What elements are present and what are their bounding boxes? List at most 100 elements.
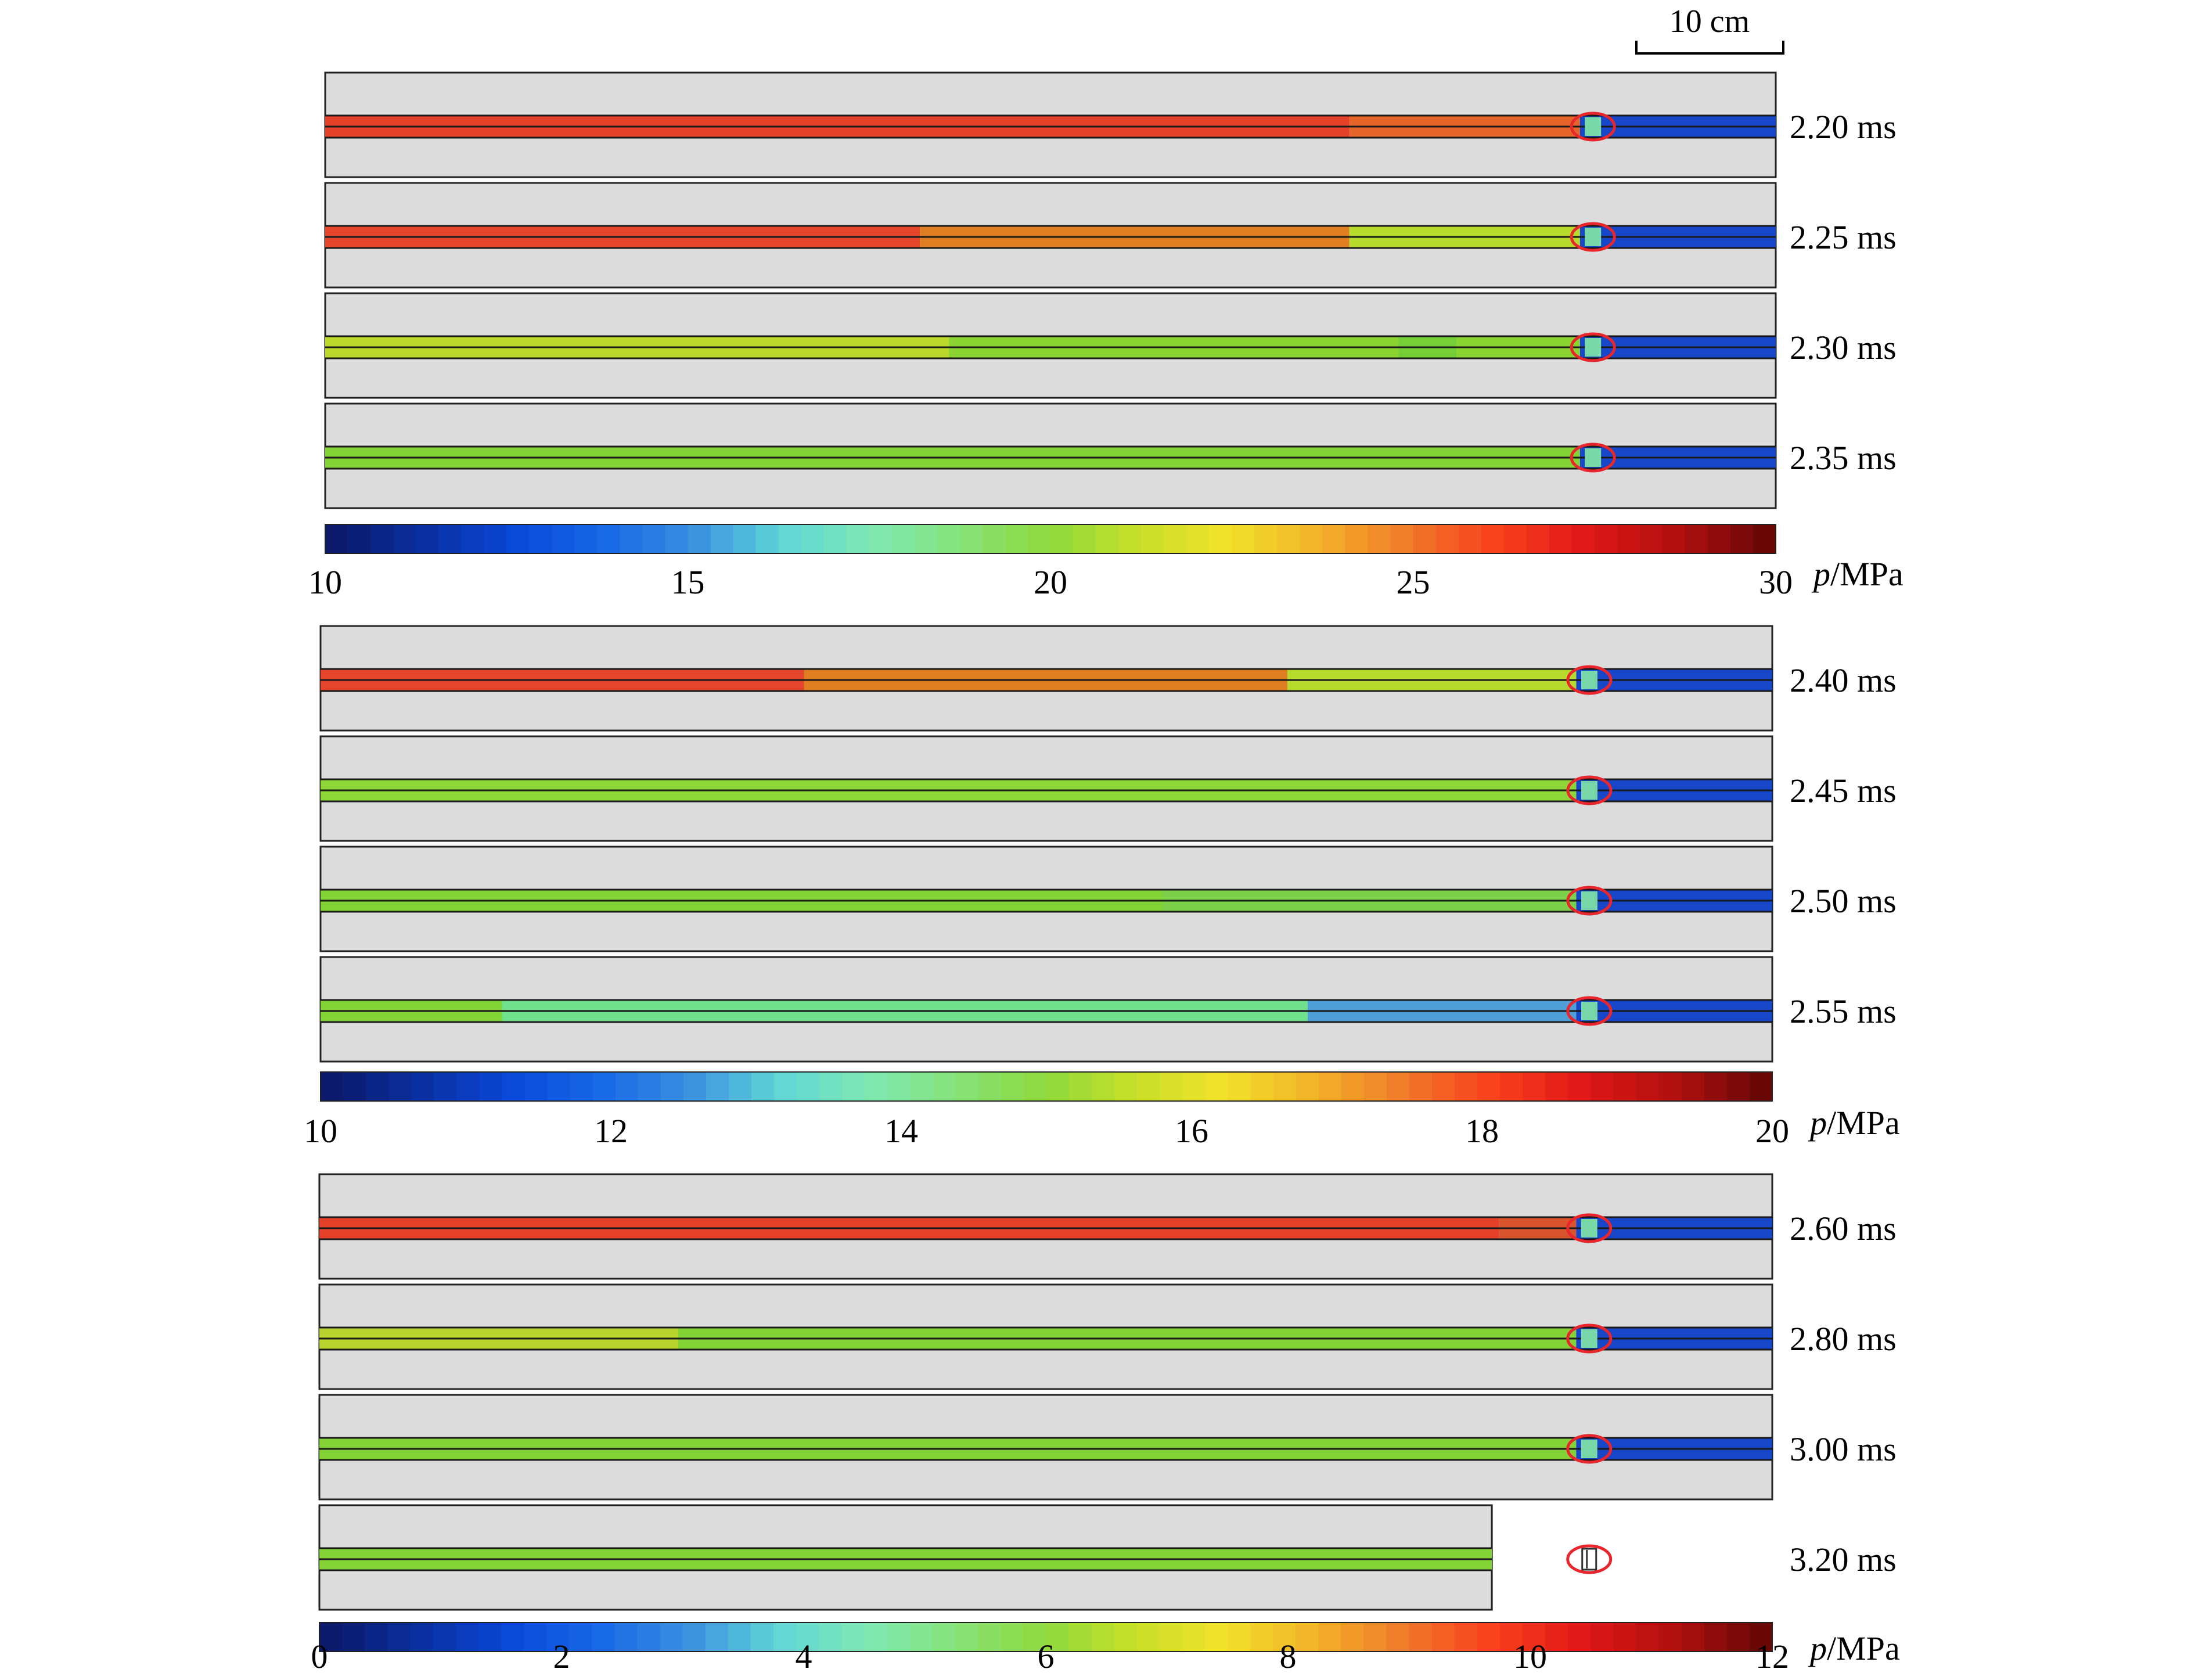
colorbar-cell xyxy=(909,1623,933,1652)
snapshot-row: 2.40 ms xyxy=(319,625,1897,732)
colorbar-cell xyxy=(1160,1072,1183,1101)
sample-marker xyxy=(1566,1434,1613,1464)
snapshot-row: 2.80 ms xyxy=(318,1283,1897,1390)
colorbar-cell xyxy=(1232,524,1255,553)
colorbar-cell xyxy=(910,1072,934,1101)
colorbar-cell xyxy=(1500,1072,1524,1101)
colorbar-cell xyxy=(1204,1623,1228,1652)
colorbar-cell xyxy=(1386,1072,1410,1101)
sample-marker xyxy=(1570,222,1616,252)
colorbar-cell xyxy=(1363,1072,1387,1101)
colorbar-cell xyxy=(1681,1623,1705,1652)
colorbar-unit-label: p/MPa xyxy=(1811,555,1903,593)
colorbar-tick-label: 25 xyxy=(1397,563,1430,601)
colorbar-cell xyxy=(1136,1623,1160,1652)
colorbar-cell xyxy=(755,524,779,553)
colorbar-cell xyxy=(1341,1623,1365,1652)
colorbar-cell xyxy=(1707,524,1731,553)
colorbar-tick-label: 10 xyxy=(1513,1638,1547,1675)
colorbar-cell xyxy=(1368,524,1391,553)
colorbar-frame xyxy=(319,1622,1773,1652)
time-label: 2.55 ms xyxy=(1790,992,1897,1030)
colorbar-cell xyxy=(887,1072,911,1101)
colorbar-cell xyxy=(710,524,734,553)
snapshot-row: 2.30 ms xyxy=(324,292,1897,399)
colorbar-cell xyxy=(478,1623,502,1652)
colorbar-cell xyxy=(933,1072,956,1101)
colorbar-cell xyxy=(914,524,938,553)
colorbar-cell xyxy=(615,1072,639,1101)
colorbar-cell xyxy=(959,524,983,553)
colorbar-cell xyxy=(1571,524,1595,553)
unit-text: /MPa xyxy=(1827,1629,1900,1667)
sample-body xyxy=(1581,1548,1597,1571)
snapshot-row: 2.45 ms xyxy=(319,735,1897,842)
colorbar-cell xyxy=(342,1623,366,1652)
time-label: 2.30 ms xyxy=(1790,329,1897,366)
sample-body xyxy=(1581,781,1597,800)
colorbar-cell xyxy=(1296,1623,1319,1652)
colorbar-tick-label: 10 xyxy=(308,563,342,601)
colorbar-cell xyxy=(574,524,598,553)
unit-text: /MPa xyxy=(1830,555,1903,593)
colorbar-cell xyxy=(733,524,757,553)
colorbar-unit-label: p/MPa xyxy=(1808,1629,1900,1667)
colorbar-cell xyxy=(501,1623,524,1652)
colorbar-cell xyxy=(523,1623,547,1652)
colorbar-cell xyxy=(484,524,508,553)
colorbar-cell xyxy=(819,1072,843,1101)
colorbar-cell xyxy=(1092,1072,1116,1101)
colorbar-tick-label: 20 xyxy=(1755,1112,1789,1150)
colorbar-cell xyxy=(982,524,1006,553)
colorbar-cell xyxy=(592,1623,616,1652)
colorbar-cell xyxy=(321,1072,344,1101)
colorbar-cell xyxy=(1005,524,1028,553)
colorbar-cell xyxy=(387,1623,411,1652)
sample-body xyxy=(1581,1329,1597,1348)
colorbar-cell xyxy=(1363,1623,1387,1652)
colorbar-cell xyxy=(1300,524,1323,553)
colorbar-cell xyxy=(705,1623,729,1652)
colorbar-cell xyxy=(1568,1072,1592,1101)
colorbar: 10 15 20 25 30 p/MPa xyxy=(308,524,1903,601)
colorbar-cell xyxy=(1545,1623,1569,1652)
colorbar-cell xyxy=(1164,524,1188,553)
colorbar-cell xyxy=(1068,1623,1092,1652)
colorbar-cell xyxy=(1296,1072,1319,1101)
colorbar-cell xyxy=(455,1623,479,1652)
colorbar-cell xyxy=(1613,1623,1637,1652)
colorbar-cell xyxy=(370,524,394,553)
colorbar-cell xyxy=(1435,524,1459,553)
sample-marker xyxy=(1566,665,1613,695)
panel-1: 2.20 ms 2.25 ms 2.30 ms 2.35 ms 10 15 20 25 30 p/… xyxy=(308,71,1903,601)
colorbar-cell xyxy=(1386,1623,1410,1652)
colorbar-cell xyxy=(801,524,825,553)
colorbar-tick-label: 16 xyxy=(1175,1112,1208,1150)
colorbar-cell xyxy=(637,1623,661,1652)
colorbar-cell xyxy=(1639,524,1663,553)
colorbar-cell xyxy=(750,1623,774,1652)
colorbar-cell xyxy=(1591,1072,1614,1101)
colorbar-cell xyxy=(869,524,893,553)
colorbar-cell xyxy=(1658,1072,1682,1101)
colorbar-cell xyxy=(1409,1623,1433,1652)
colorbar-cell xyxy=(1023,1072,1047,1101)
colorbar-cell xyxy=(977,1623,1001,1652)
colorbar-cell xyxy=(846,524,870,553)
colorbar-cell xyxy=(1726,1623,1750,1652)
colorbar-cell xyxy=(1046,1072,1070,1101)
sample-body xyxy=(1581,671,1597,689)
time-label: 2.35 ms xyxy=(1790,439,1897,477)
scale-bar: 10 cm xyxy=(1635,3,1784,55)
time-label: 2.45 ms xyxy=(1790,772,1897,810)
snapshot-row: 2.50 ms xyxy=(319,846,1897,952)
colorbar-cell xyxy=(1636,1623,1660,1652)
colorbar-cell xyxy=(1272,1623,1297,1652)
colorbar-cell xyxy=(1341,1072,1365,1101)
colorbar-cell xyxy=(1228,1072,1251,1101)
colorbar-cell xyxy=(393,524,417,553)
time-label: 2.80 ms xyxy=(1790,1320,1897,1358)
colorbar-cell xyxy=(1523,1072,1546,1101)
colorbar-cell xyxy=(1209,524,1233,553)
